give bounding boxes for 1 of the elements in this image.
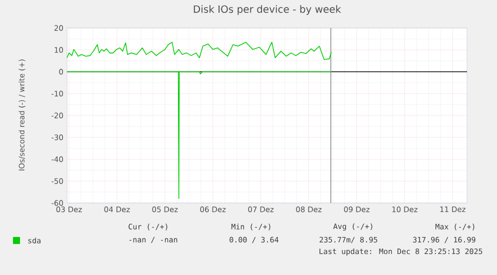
chart-title: Disk IOs per device - by week [194, 5, 342, 15]
